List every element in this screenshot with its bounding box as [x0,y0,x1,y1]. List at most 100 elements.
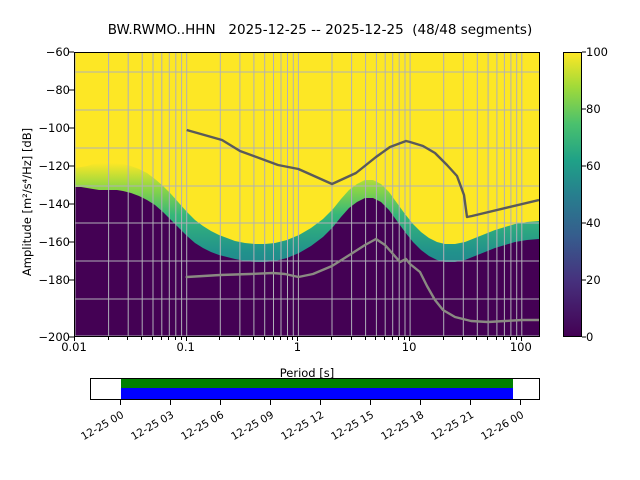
y-tick-label: −200 [38,330,70,344]
y-tick-mark [69,336,74,338]
x-minor-tick [141,337,143,340]
x-tick-mark [297,337,299,341]
x-minor-tick [398,337,400,340]
timeline-tick-label: 12-25 00 [79,409,126,444]
x-minor-tick [280,337,281,340]
y-axis-label: Amplitude [m²/s⁴/Hz] [dB] [20,127,34,277]
x-minor-tick [168,337,170,340]
timeline-tick-mark [520,400,521,405]
x-tick-label: 10 [401,340,417,354]
x-minor-tick [476,337,478,340]
x-minor-tick [252,337,254,340]
x-tick-mark [409,337,411,341]
y-tick-label: −100 [38,121,70,135]
timeline-tick-label: 12-25 03 [129,409,176,444]
x-tick-mark [520,337,522,341]
colorbar-tick-label: 60 [586,159,601,173]
y-tick-mark [69,89,74,91]
timeline-tick-label: 12-25 12 [279,409,326,444]
x-minor-tick [263,337,265,340]
y-tick-mark [69,279,74,281]
ppsd-heatmap [75,53,539,336]
timeline-tick-label: 12-25 15 [329,409,376,444]
colorbar-tick-mark [582,279,586,281]
timeline-tick-mark [420,400,421,405]
x-minor-tick [509,337,511,340]
colorbar-tick-label: 20 [586,273,601,287]
y-tick-label: −120 [38,159,70,173]
x-tick-label: 100 [509,340,532,354]
y-tick-mark [69,127,74,129]
timeline-tick-label: 12-25 09 [229,409,276,444]
colorbar-tick-mark [582,51,586,53]
colorbar[interactable] [563,52,582,337]
y-tick-label: −80 [45,83,70,97]
timeline-tick-label: 12-26 00 [479,409,526,444]
x-tick-label: 0.1 [176,340,195,354]
timeline-tick-mark [370,400,371,405]
colorbar-tick-mark [582,336,586,338]
timeline-tick-label: 12-25 18 [379,409,426,444]
y-tick-label: −140 [38,197,70,211]
x-minor-tick [292,337,294,340]
plot-gridlines [75,53,539,336]
coverage-bar-green [121,379,513,388]
colorbar-tick-mark [582,165,586,167]
x-tick-mark [74,337,75,341]
x-minor-tick [375,337,377,340]
x-minor-tick [272,337,274,340]
x-minor-tick [404,337,405,340]
x-tick-mark [185,337,187,341]
data-coverage-timeline[interactable] [90,378,540,400]
x-axis-label: Period [s] [279,366,335,380]
x-minor-tick [487,337,489,340]
x-minor-tick [503,337,505,340]
colorbar-tick-label: 40 [586,216,601,230]
timeline-tick-mark [170,400,171,405]
y-tick-label: −160 [38,235,70,249]
timeline-tick-mark [220,400,221,405]
ppsd-plot-area[interactable] [74,52,540,337]
x-minor-tick [174,337,176,340]
x-minor-tick [462,337,464,340]
timeline-tick-mark [320,400,321,405]
x-minor-tick [391,337,393,340]
colorbar-tick-label: 100 [586,45,608,59]
x-minor-tick [364,337,366,340]
x-minor-tick [515,337,517,340]
x-minor-tick [495,337,497,340]
x-minor-tick [384,337,386,340]
x-minor-tick [442,337,444,340]
x-minor-tick [107,337,109,340]
timeline-tick-mark [270,400,271,405]
timeline-tick-mark [470,400,471,405]
colorbar-tick-mark [582,222,586,224]
colorbar-tick-mark [582,108,586,110]
coverage-bar-blue [121,388,513,399]
x-tick-label: 1 [293,340,302,354]
nhnm-curve [186,128,539,219]
y-axis: −60 −80 −100 −120 −140 −160 −180 −200 [0,0,74,480]
x-minor-tick [160,337,162,340]
y-tick-mark [69,51,74,53]
y-tick-label: −180 [38,273,70,287]
colorbar-tick-label: 0 [586,330,594,344]
nlnm-curve [185,237,539,324]
timeline-tick-mark [120,400,121,405]
x-minor-tick [286,337,288,340]
colorbar-tick-label: 80 [586,102,601,116]
x-minor-tick [219,337,221,340]
x-minor-tick [350,337,352,340]
x-minor-tick [331,337,332,340]
x-minor-tick [152,337,153,340]
y-tick-mark [69,241,74,243]
x-minor-tick [127,337,129,340]
x-minor-tick [238,337,240,340]
x-minor-tick [180,337,182,340]
timeline-tick-label: 12-25 06 [179,409,226,444]
y-tick-mark [69,165,74,167]
y-tick-mark [69,203,74,205]
y-tick-label: −60 [45,45,70,59]
timeline-tick-label: 12-25 21 [429,409,476,444]
page-title: BW.RWMO..HHN 2025-12-25 -- 2025-12-25 (4… [107,22,533,38]
